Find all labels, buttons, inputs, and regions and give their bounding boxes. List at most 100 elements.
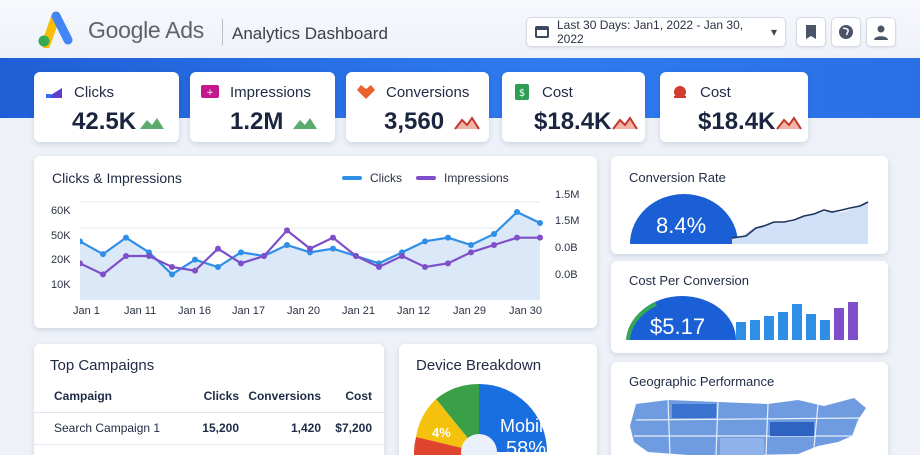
column-header[interactable]: Campaign	[34, 380, 184, 413]
impressions-point[interactable]	[215, 245, 221, 252]
clicks-point[interactable]	[445, 234, 451, 241]
cost-icon	[674, 86, 686, 98]
kpi-card-cost-2[interactable]: Cost $18.4K	[660, 72, 808, 142]
card-title: Geographic Performance	[629, 374, 775, 389]
x-tick-label: Jan 17	[232, 305, 266, 317]
y2-tick-label: 1.5M	[555, 189, 580, 201]
card-title: Conversion Rate	[629, 170, 726, 185]
kpi-card-clicks[interactable]: Clicks 42.5K	[34, 72, 179, 142]
device-pie	[414, 383, 547, 455]
clicks-point[interactable]	[422, 238, 428, 245]
rate-area	[732, 202, 868, 244]
legend-clicks[interactable]: Clicks	[342, 171, 402, 185]
clicks-point[interactable]	[238, 249, 244, 256]
column-header[interactable]: Clicks	[184, 380, 239, 413]
campaign-name: Search Campaign 1	[34, 412, 184, 445]
impressions-point[interactable]	[514, 234, 520, 241]
clicks-point[interactable]	[468, 242, 474, 248]
pie-slice-mobile[interactable]	[479, 384, 547, 452]
clicks-point[interactable]	[284, 242, 290, 248]
clicks-point[interactable]	[537, 220, 543, 226]
campaign-cost: $7,200	[321, 412, 384, 445]
impressions-point[interactable]	[468, 249, 474, 256]
impressions-point[interactable]	[146, 253, 152, 259]
card-title: Device Breakdown	[416, 357, 542, 374]
clicks-point[interactable]	[514, 209, 520, 215]
mobile-label: Mobile	[500, 416, 554, 436]
table-row[interactable]: Search Campaign 1 15,200 1,420 $7,200	[34, 412, 384, 445]
x-tick-label: Jan 30	[509, 305, 543, 317]
clicks-area	[80, 212, 540, 300]
impressions-point[interactable]	[353, 253, 359, 259]
trend-up-icon	[293, 118, 317, 129]
map-region[interactable]	[720, 438, 764, 455]
y-tick-label: 10K	[51, 279, 71, 291]
clicks-point[interactable]	[123, 234, 129, 241]
pie-slice[interactable]	[436, 383, 479, 452]
impressions-point[interactable]	[422, 264, 428, 270]
y2-tick-label: 0.0B	[555, 269, 578, 281]
impressions-point[interactable]	[192, 267, 198, 274]
kpi-card-impressions[interactable]: + Impressions 1.2M	[190, 72, 335, 142]
mobile-value: 58%	[506, 438, 547, 455]
impressions-point[interactable]	[123, 253, 129, 259]
impressions-point[interactable]	[445, 260, 451, 267]
clicks-point[interactable]	[169, 271, 175, 278]
account-button[interactable]	[866, 17, 896, 47]
impressions-point[interactable]	[80, 260, 83, 267]
impressions-point[interactable]	[399, 253, 405, 259]
y-tick-label: 60K	[51, 205, 71, 217]
clicks-impressions-plot	[80, 201, 543, 300]
table-header-row: Campaign Clicks Conversions Cost	[34, 380, 384, 413]
clicks-point[interactable]	[80, 238, 83, 245]
globe-button[interactable]	[831, 17, 861, 47]
pie-slice[interactable]	[416, 399, 479, 452]
x-tick-label: Jan 11	[124, 305, 157, 317]
impressions-point[interactable]	[537, 234, 543, 241]
impressions-point[interactable]	[307, 245, 313, 252]
rate-gauge	[630, 194, 738, 244]
legend-swatch	[416, 176, 436, 180]
x-tick-label: Jan 20	[287, 305, 321, 317]
card-title: Cost Per Conversion	[629, 273, 749, 288]
map-region[interactable]	[672, 404, 716, 418]
map-region[interactable]	[770, 422, 814, 436]
svg-text:$: $	[519, 88, 525, 99]
kpi-card-conversions[interactable]: Conversions 3,560	[346, 72, 489, 142]
impressions-point[interactable]	[261, 253, 267, 259]
clicks-point[interactable]	[192, 256, 198, 263]
chart-title: Clicks & Impressions	[52, 170, 182, 186]
impressions-point[interactable]	[284, 227, 290, 234]
impressions-point[interactable]	[491, 242, 497, 248]
pie-value-small: 4%	[432, 425, 451, 440]
date-range-label: Last 30 Days: Jan1, 2022 - Jan 30, 2022	[557, 18, 744, 46]
clicks-point[interactable]	[100, 251, 106, 258]
page-title: Analytics Dashboard	[232, 24, 388, 43]
trend-down-icon	[454, 116, 480, 130]
impressions-point[interactable]	[238, 260, 244, 267]
kpi-value: 42.5K	[72, 108, 137, 135]
x-tick-label: Jan 12	[397, 305, 431, 317]
date-range-select[interactable]: Last 30 Days: Jan1, 2022 - Jan 30, 2022 …	[526, 17, 786, 47]
legend-impressions[interactable]: Impressions	[416, 171, 509, 185]
column-header[interactable]: Cost	[321, 380, 384, 413]
kpi-card-cost[interactable]: $ Cost $18.4K	[502, 72, 645, 142]
kpi-value: 3,560	[384, 108, 445, 135]
clicks-point[interactable]	[330, 245, 336, 252]
impressions-point[interactable]	[376, 264, 382, 270]
impressions-point[interactable]	[330, 234, 336, 241]
impressions-point[interactable]	[100, 271, 106, 278]
bookmark-button[interactable]	[796, 17, 826, 47]
kpi-value: $18.4K	[698, 108, 776, 135]
cpc-value: $5.17	[650, 314, 706, 339]
cost-icon: $	[515, 84, 529, 100]
kpi-label: Conversions	[386, 84, 470, 101]
trend-up-icon	[140, 118, 164, 129]
clicks-point[interactable]	[215, 264, 221, 270]
bookmark-icon	[806, 25, 816, 39]
clicks-point[interactable]	[491, 231, 497, 237]
kpi-value: $18.4K	[534, 108, 612, 135]
impressions-point[interactable]	[169, 264, 175, 270]
column-header[interactable]: Conversions	[239, 380, 321, 413]
clicks-icon	[46, 88, 62, 98]
